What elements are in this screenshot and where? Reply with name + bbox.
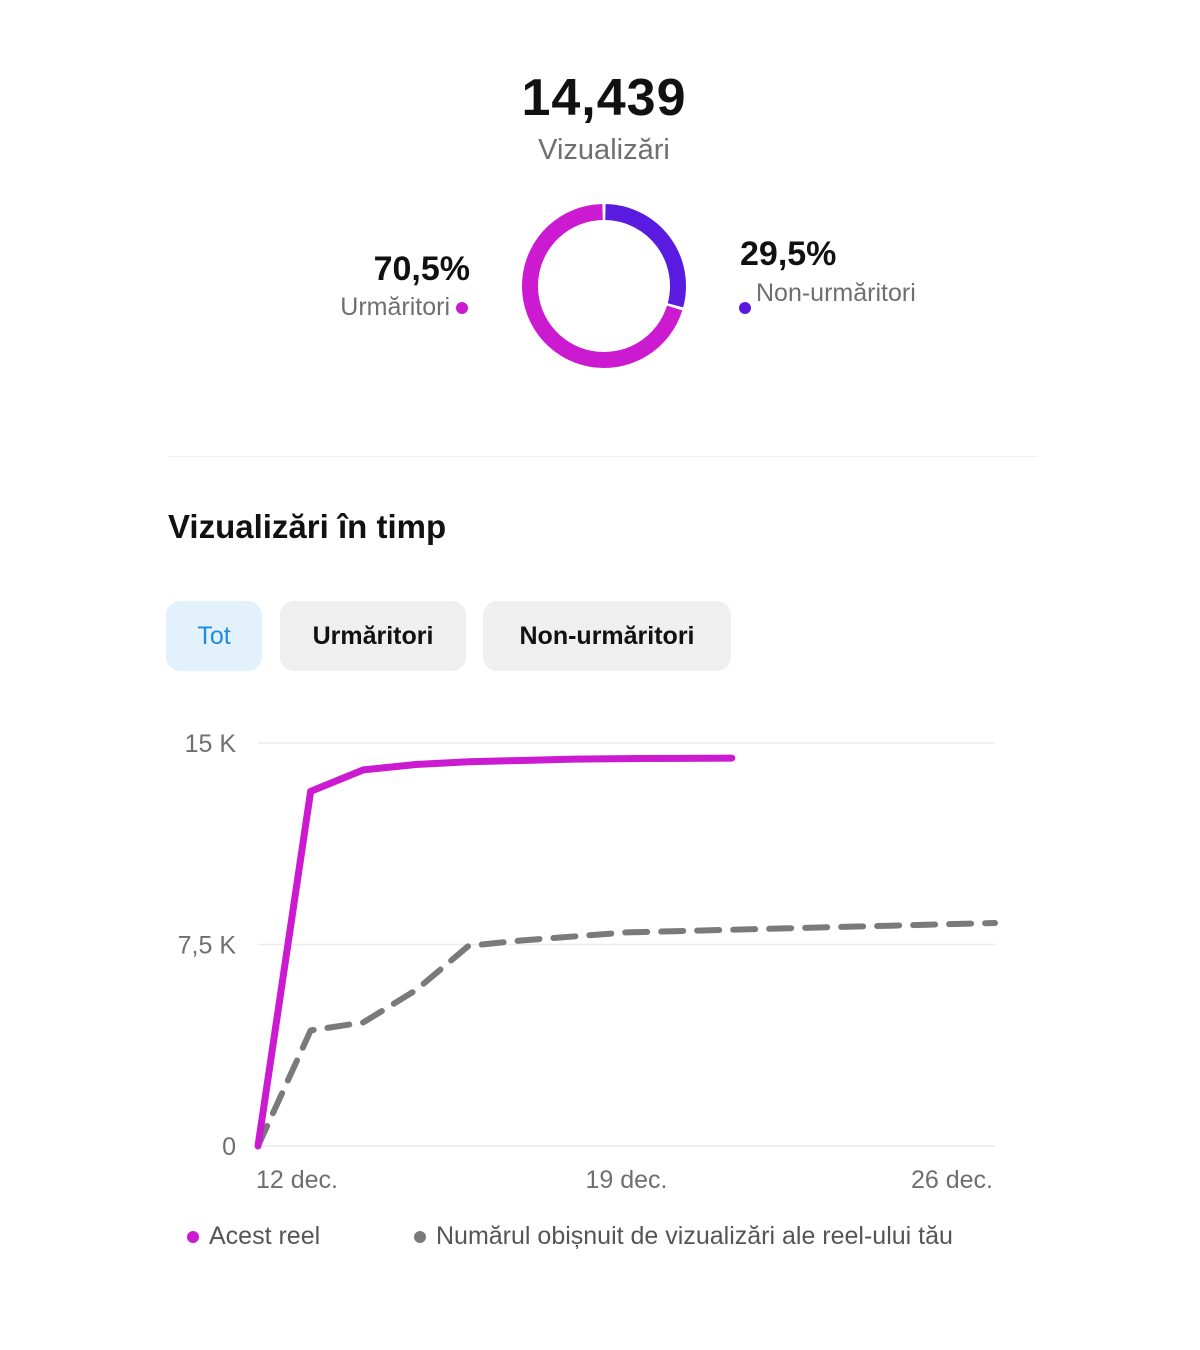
tab-followers[interactable]: Urmăritori [280,601,466,671]
series-line-this-reel [254,754,736,1150]
legend-label: Numărul obișnuit de vizualizări ale reel… [436,1222,953,1250]
tab-non-followers[interactable]: Non-urmăritori [483,601,731,671]
followers-dot-icon [456,302,468,314]
section-title: Vizualizări în timp [168,508,447,545]
followers-percent: 70,5% [373,250,470,288]
legend-usual-views: Numărul obișnuit de vizualizări ale reel… [414,1222,953,1251]
legend-dot-icon [414,1230,426,1243]
donut-segment-non-followers [605,204,686,308]
y-tick-label: 0 [222,1133,236,1161]
x-tick-label: 12 dec. [256,1166,338,1194]
series-line-usual-views [255,920,998,1149]
followers-label: Urmăritori [340,293,450,321]
non-followers-dot-icon [739,302,751,314]
total-views-label: Vizualizări [538,134,670,166]
non-followers-label: Non-urmăritori [756,279,916,307]
y-tick-label: 7,5 K [178,932,237,960]
legend-dot-icon [187,1230,199,1243]
non-followers-percent: 29,5% [740,235,837,273]
section-divider [168,456,1038,457]
donut-segment-followers [522,204,683,368]
tab-all[interactable]: Tot [166,601,262,671]
total-views-value: 14,439 [521,69,687,127]
legend-label: Acest reel [209,1222,321,1250]
x-tick-label: 19 dec. [585,1166,667,1194]
audience-donut-chart [522,204,686,368]
legend-this-reel: Acest reel [187,1222,320,1251]
views-over-time-chart: 0 7,5 K 15 K 12 dec. 19 dec. 26 dec. [178,730,998,1194]
x-tick-label: 26 dec. [911,1166,993,1194]
y-tick-label: 15 K [185,730,237,758]
